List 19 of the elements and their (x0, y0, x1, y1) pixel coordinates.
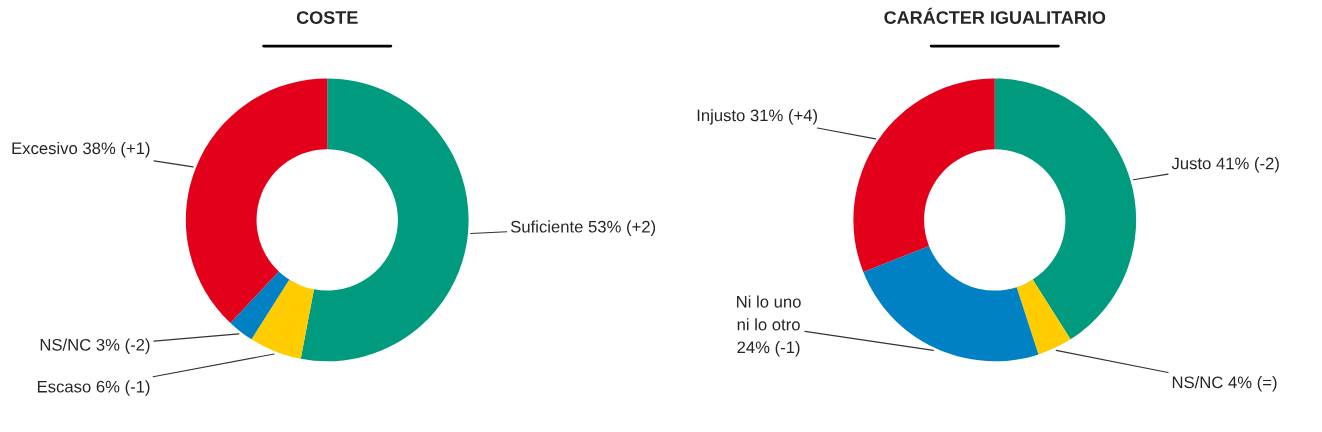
chart-title: CARÁCTER IGUALITARIO (884, 7, 1106, 24)
donut-slice (251, 279, 314, 359)
donut-slice (863, 245, 1039, 362)
slice-label: Ni lo uno ni lo otro (737, 295, 801, 331)
donut-slice (185, 78, 328, 323)
donut-slice (1016, 279, 1071, 355)
slice-label: Escaso 6% (-1) (37, 380, 150, 396)
donut-slice (230, 271, 290, 340)
slice-label: Excesivo 38% (+1) (12, 141, 150, 158)
donut-slice (300, 78, 469, 362)
data-label: 24% (-1) (737, 340, 800, 357)
slice-label: Injusto 31% (+4) (697, 109, 818, 125)
slice-label: NS/NC 4% (=) (1172, 376, 1277, 392)
slice-label: Suficiente 53% (+2) (510, 220, 656, 236)
slice-label: NS/NC 3% (-2) (40, 338, 150, 354)
donut-slice (994, 78, 1137, 340)
donut-slice (853, 78, 995, 272)
chart-title: COSTE (296, 11, 358, 24)
slice-label: Justo 41% (-2) (1171, 157, 1279, 173)
